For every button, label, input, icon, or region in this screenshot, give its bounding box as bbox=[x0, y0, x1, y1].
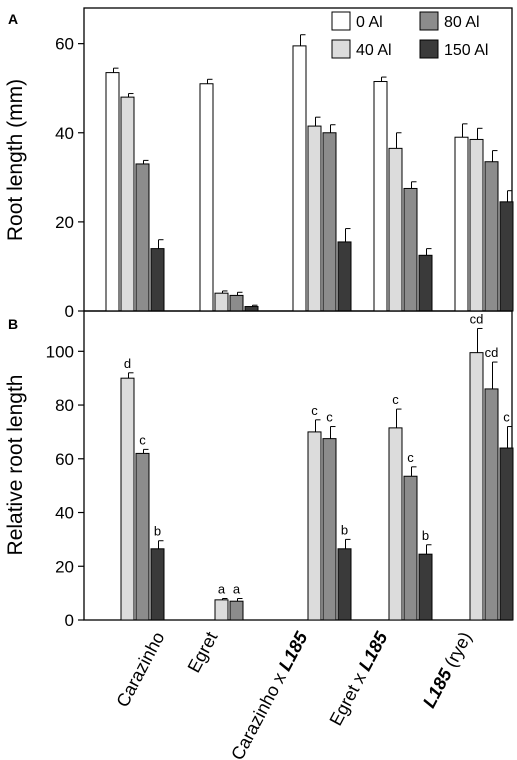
bar-40-al bbox=[469, 352, 484, 621]
legend-label: 0 Al bbox=[356, 14, 383, 31]
bar-150-al bbox=[337, 241, 352, 312]
y-tick-label: 40 bbox=[55, 124, 74, 143]
bar-40-al bbox=[120, 377, 135, 621]
bar-80-al bbox=[322, 438, 337, 621]
bar-40-al bbox=[214, 292, 229, 312]
legend-swatch bbox=[331, 11, 351, 31]
bar-40-al bbox=[307, 431, 322, 621]
significance-letter: b bbox=[154, 524, 161, 539]
y-axis-title: Relative root length bbox=[4, 375, 27, 556]
significance-letter: c bbox=[503, 410, 510, 425]
bar-80-al bbox=[135, 452, 150, 621]
legend-label: 40 Al bbox=[356, 42, 392, 59]
y-tick-label: 60 bbox=[55, 450, 74, 469]
significance-letter: b bbox=[422, 528, 429, 543]
bar-150-al bbox=[418, 254, 433, 312]
bar-150-al bbox=[150, 548, 165, 621]
category-label: Egret bbox=[184, 628, 222, 675]
legend-label: 80 Al bbox=[444, 14, 480, 31]
category-label: Carazinho x L185 bbox=[227, 628, 312, 760]
significance-letter: cd bbox=[470, 311, 484, 326]
bar-150-al bbox=[499, 201, 514, 312]
y-tick-label: 80 bbox=[55, 396, 74, 415]
bar-80-al bbox=[135, 163, 150, 312]
y-axis-title: Root length (mm) bbox=[4, 79, 27, 241]
bar-40-al bbox=[307, 125, 322, 312]
legend-swatch bbox=[331, 39, 351, 59]
bar-150-al bbox=[418, 553, 433, 621]
y-tick-label: 20 bbox=[55, 213, 74, 232]
y-tick-label: 0 bbox=[65, 302, 74, 321]
significance-letter: c bbox=[392, 392, 399, 407]
y-tick-label: 100 bbox=[46, 342, 74, 361]
significance-letter: d bbox=[124, 356, 131, 371]
bar-80-al bbox=[229, 294, 244, 312]
bar-0-al bbox=[454, 136, 469, 312]
bar-0-al bbox=[292, 45, 307, 312]
significance-letter: c bbox=[407, 450, 414, 465]
bar-0-al bbox=[105, 72, 120, 312]
significance-letter: a bbox=[218, 582, 226, 597]
bar-40-al bbox=[469, 138, 484, 312]
y-tick-label: 0 bbox=[65, 611, 74, 630]
significance-letter: cd bbox=[485, 345, 499, 360]
category-label: L185 (rye) bbox=[419, 628, 476, 711]
panel-a: 0 20 40 60 Root length (mm) A 0 Al 80 Al 40 Al 15… bbox=[4, 7, 514, 321]
bar-40-al bbox=[120, 96, 135, 312]
bar-150-al bbox=[244, 306, 259, 312]
bar-80-al bbox=[403, 475, 418, 621]
bar-150-al bbox=[337, 548, 352, 621]
bar-0-al bbox=[199, 83, 214, 312]
panel-letter-b: B bbox=[8, 316, 18, 332]
significance-letter: c bbox=[139, 432, 146, 447]
category-label: Carazinho bbox=[112, 628, 168, 710]
bar-150-al bbox=[499, 447, 514, 621]
legend-swatch bbox=[419, 39, 439, 59]
y-tick-label: 60 bbox=[55, 35, 74, 54]
category-label: Egret x L185 bbox=[325, 628, 392, 729]
bar-80-al bbox=[403, 187, 418, 312]
legend-swatch bbox=[419, 11, 439, 31]
bar-40-al bbox=[388, 147, 403, 312]
bar-80-al bbox=[484, 161, 499, 312]
bar-0-al bbox=[373, 81, 388, 312]
legend: 0 Al 80 Al 40 Al 150 Al bbox=[331, 11, 488, 59]
y-tick-label: 20 bbox=[55, 557, 74, 576]
significance-letter: c bbox=[326, 410, 333, 425]
bar-40-al bbox=[388, 427, 403, 621]
bar-40-al bbox=[214, 599, 229, 621]
legend-label: 150 Al bbox=[444, 42, 488, 59]
significance-letter: c bbox=[311, 403, 318, 418]
bar-80-al bbox=[322, 132, 337, 312]
y-tick-label: 40 bbox=[55, 504, 74, 523]
significance-letter: a bbox=[233, 582, 241, 597]
bar-80-al bbox=[229, 600, 244, 621]
significance-letter: b bbox=[341, 522, 348, 537]
bar-150-al bbox=[150, 248, 165, 312]
panel-letter-a: A bbox=[8, 11, 18, 27]
bar-80-al bbox=[484, 388, 499, 621]
